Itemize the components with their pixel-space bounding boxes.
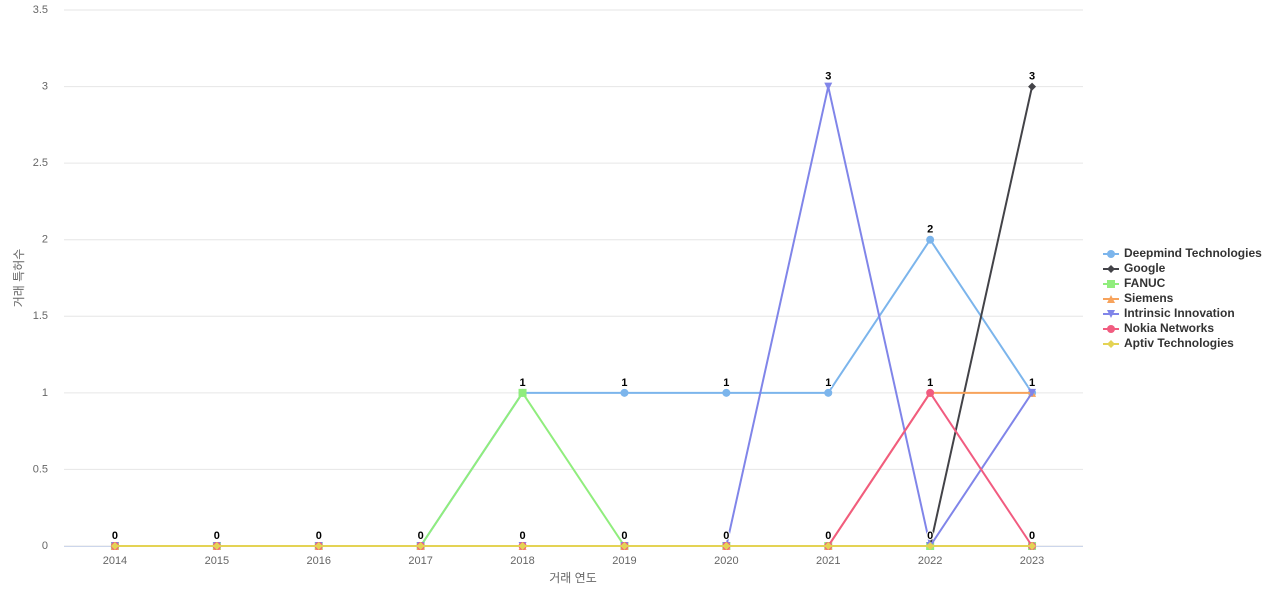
point <box>212 542 221 550</box>
legend-item[interactable]: Google <box>1103 261 1166 275</box>
point <box>620 388 629 397</box>
legend-label: Aptiv Technologies <box>1124 336 1234 350</box>
data-label: 1 <box>621 377 627 389</box>
point <box>824 82 833 91</box>
data-label: 0 <box>519 530 525 542</box>
data-label: 0 <box>214 530 220 542</box>
y-tick-label: 2.5 <box>33 157 48 169</box>
legend-item[interactable]: FANUC <box>1103 276 1166 290</box>
y-tick-label: 3 <box>42 80 48 92</box>
point <box>110 542 119 550</box>
point <box>518 388 527 397</box>
legend-symbol <box>1107 295 1115 303</box>
data-label: 0 <box>112 530 118 542</box>
y-tick-label: 0.5 <box>33 463 48 475</box>
data-label: 1 <box>927 377 933 389</box>
x-tick-label: 2017 <box>408 555 432 567</box>
data-label: 1 <box>1029 377 1035 389</box>
x-tick-label: 2023 <box>1020 555 1044 567</box>
data-label: 1 <box>723 377 729 389</box>
point <box>314 542 323 550</box>
x-axis-title: 거래 연도 <box>549 571 597 585</box>
data-label: 3 <box>1029 70 1035 82</box>
point <box>926 388 935 397</box>
x-tick-label: 2019 <box>612 555 636 567</box>
legend-label: Google <box>1124 261 1166 275</box>
point <box>926 542 935 550</box>
point <box>1028 82 1037 91</box>
legend-item[interactable]: Aptiv Technologies <box>1103 336 1234 350</box>
legend-item[interactable]: Nokia Networks <box>1103 321 1214 335</box>
legend-symbol <box>1107 325 1115 333</box>
y-tick-label: 0 <box>42 540 48 552</box>
legend-item[interactable]: Intrinsic Innovation <box>1103 306 1235 320</box>
data-label: 0 <box>927 530 933 542</box>
legend-label: Intrinsic Innovation <box>1124 306 1235 320</box>
point <box>722 542 731 550</box>
legend-symbol <box>1107 340 1115 348</box>
point <box>1028 542 1037 550</box>
legend-label: Deepmind Technologies <box>1124 246 1262 260</box>
y-tick-label: 1 <box>42 387 48 399</box>
data-label: 3 <box>825 70 831 82</box>
point <box>722 388 731 397</box>
y-tick-label: 1.5 <box>33 310 48 322</box>
point <box>518 542 527 550</box>
data-label: 0 <box>621 530 627 542</box>
data-label: 0 <box>825 530 831 542</box>
data-label: 0 <box>1029 530 1035 542</box>
point <box>824 542 833 550</box>
x-tick-label: 2018 <box>510 555 534 567</box>
legend-symbol <box>1107 265 1115 273</box>
data-label: 1 <box>825 377 831 389</box>
x-tick-label: 2022 <box>918 555 942 567</box>
y-axis-title: 거래 특허수 <box>12 249 26 308</box>
x-tick-label: 2014 <box>103 555 127 567</box>
legend-label: Siemens <box>1124 291 1174 305</box>
legend-label: FANUC <box>1124 276 1166 290</box>
y-tick-label: 2 <box>42 234 48 246</box>
legend-symbol <box>1107 280 1115 288</box>
legend-item[interactable]: Siemens <box>1103 291 1174 305</box>
x-tick-label: 2016 <box>307 555 331 567</box>
legend-symbol <box>1107 310 1115 318</box>
data-label: 1 <box>519 377 525 389</box>
legend-symbol <box>1107 250 1115 258</box>
data-label: 2 <box>927 224 933 236</box>
y-tick-label: 3.5 <box>33 4 48 16</box>
x-tick-label: 2021 <box>816 555 840 567</box>
data-label: 0 <box>418 530 424 542</box>
point <box>1028 388 1037 397</box>
legend-label: Nokia Networks <box>1124 321 1214 335</box>
point <box>416 542 425 550</box>
data-label: 0 <box>316 530 322 542</box>
point <box>824 388 833 397</box>
legend-item[interactable]: Deepmind Technologies <box>1103 246 1262 260</box>
x-tick-label: 2015 <box>205 555 229 567</box>
point <box>620 542 629 550</box>
point <box>926 235 935 244</box>
x-tick-label: 2020 <box>714 555 738 567</box>
data-label: 0 <box>723 530 729 542</box>
